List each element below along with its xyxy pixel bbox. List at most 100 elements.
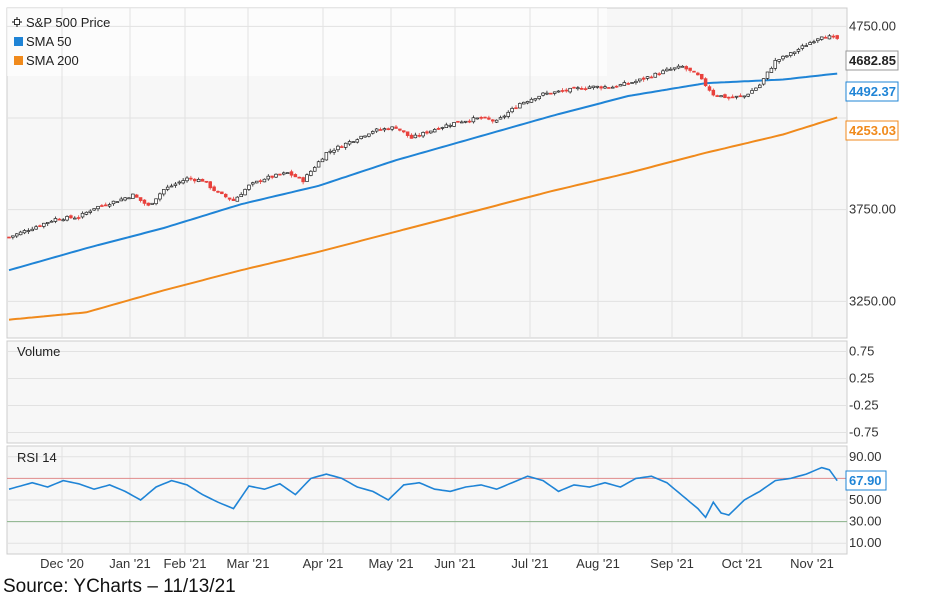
legend: S&P 500 Price SMA 50 SMA 200 — [12, 15, 110, 68]
candle — [727, 96, 731, 101]
candle — [382, 127, 387, 133]
candle — [533, 98, 538, 102]
candle — [220, 191, 224, 195]
candle — [529, 97, 534, 103]
sp500-chart: 4750.00 3750.00 3250.00 0.75 0.25 -0.25 -0.75 9… — [6, 7, 899, 571]
candle — [703, 77, 708, 87]
candle — [769, 66, 774, 73]
x-tick-label: Sep '21 — [650, 556, 694, 571]
legend-backdrop — [7, 8, 607, 76]
candle — [502, 114, 507, 120]
volume-tick-label: -0.75 — [849, 425, 879, 440]
candle — [641, 76, 646, 82]
candle — [297, 176, 302, 179]
candle — [816, 38, 820, 44]
candle — [359, 135, 363, 140]
candle — [223, 193, 228, 199]
candle — [193, 178, 197, 184]
x-tick-label: Aug '21 — [576, 556, 620, 571]
last-price-value: 4682.85 — [849, 53, 896, 68]
candle — [738, 93, 743, 98]
candle — [761, 78, 766, 86]
sma200-value: 4253.03 — [849, 123, 896, 138]
candle — [827, 34, 832, 40]
candle — [630, 82, 634, 84]
x-tick-label: Nov '21 — [790, 556, 834, 571]
x-tick-label: Jun '21 — [434, 556, 476, 571]
candle — [610, 85, 615, 89]
crosshair-icon — [12, 17, 22, 27]
candle — [216, 190, 220, 194]
candle — [309, 170, 313, 177]
candle — [239, 192, 243, 197]
candle — [587, 85, 592, 89]
candle — [293, 173, 298, 178]
candle — [177, 180, 182, 186]
candle — [84, 211, 89, 216]
candle — [823, 35, 828, 39]
rsi-value: 67.90 — [849, 473, 882, 488]
candle — [417, 133, 421, 138]
candle — [479, 115, 483, 120]
candle — [258, 179, 263, 185]
candle — [765, 71, 770, 80]
candle — [343, 142, 348, 150]
candle — [11, 235, 15, 240]
candle — [332, 148, 336, 155]
candle — [22, 229, 27, 235]
candle — [7, 236, 11, 239]
candle — [649, 75, 654, 79]
candle — [146, 202, 151, 207]
candle — [560, 88, 565, 93]
candle — [730, 94, 735, 99]
candle — [618, 83, 623, 87]
candle — [661, 69, 665, 75]
candle — [208, 181, 212, 190]
candle — [212, 185, 216, 192]
candle — [421, 131, 425, 138]
candle — [699, 73, 704, 80]
candle — [316, 160, 321, 168]
x-tick-label: Apr '21 — [303, 556, 344, 571]
candle — [746, 93, 750, 98]
candle — [657, 72, 661, 77]
volume-panel — [6, 340, 848, 444]
x-tick-label: Oct '21 — [722, 556, 763, 571]
candle — [274, 173, 278, 179]
candle — [545, 90, 549, 96]
candle — [312, 165, 317, 172]
sma50-series — [8, 72, 838, 272]
candle — [351, 141, 356, 143]
legend-sma200-label: SMA 200 — [26, 53, 79, 68]
candle — [680, 65, 685, 68]
candle — [57, 217, 62, 221]
candle — [692, 70, 696, 73]
candle — [669, 67, 673, 71]
candle — [150, 202, 154, 205]
candle — [301, 176, 305, 185]
rsi-tick-label: 10.00 — [849, 535, 882, 550]
candle — [76, 215, 81, 221]
candle — [134, 193, 139, 198]
rsi-tick-label: 30.00 — [849, 514, 882, 529]
candle — [262, 178, 267, 183]
candle — [305, 173, 309, 182]
candle — [142, 199, 147, 206]
candle — [204, 180, 209, 184]
candle — [432, 128, 437, 133]
candle — [185, 176, 189, 183]
candle — [483, 116, 487, 119]
candle — [69, 214, 73, 219]
candle — [436, 126, 441, 131]
rsi-tick-label: 50.00 — [849, 492, 882, 507]
candle — [541, 92, 545, 97]
candlestick-series — [7, 34, 839, 240]
candle — [440, 126, 445, 131]
candle — [719, 95, 723, 98]
candle — [491, 119, 495, 124]
candle — [460, 120, 464, 124]
candle — [243, 188, 247, 196]
candle — [328, 148, 332, 155]
candle — [235, 196, 240, 202]
volume-tick-label: 0.75 — [849, 344, 874, 359]
